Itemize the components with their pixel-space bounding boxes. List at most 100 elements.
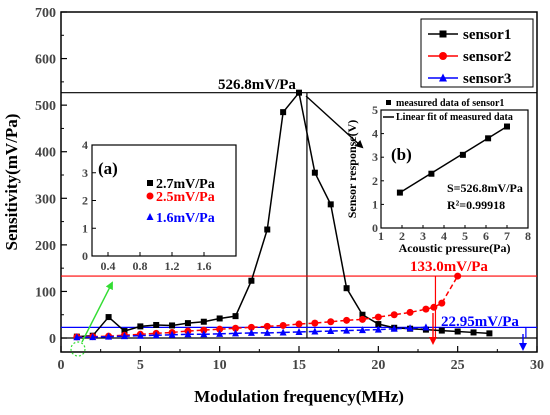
data-point-sensor2 bbox=[454, 272, 462, 280]
inset-b-y-label: Sensor response(V) bbox=[345, 120, 359, 219]
data-point-sensor3 bbox=[136, 331, 144, 339]
data-point-sensor1 bbox=[264, 226, 271, 233]
data-point-sensor1 bbox=[105, 314, 112, 321]
data-point-sensor2 bbox=[216, 325, 224, 333]
data-point-sensor2 bbox=[279, 321, 287, 329]
series-line-sensor3 bbox=[76, 326, 426, 339]
y-tick-label: 600 bbox=[35, 53, 56, 68]
inset-b-legend-fit: Linear fit of measured data bbox=[396, 112, 513, 123]
data-point-sensor2 bbox=[295, 320, 303, 328]
data-point-sensor2 bbox=[390, 311, 398, 319]
inset-b-legend-marker bbox=[386, 100, 391, 105]
y-tick-label: 700 bbox=[35, 6, 56, 21]
data-point-sensor3 bbox=[184, 330, 192, 338]
data-point-sensor1 bbox=[153, 321, 160, 328]
inset-a-frame bbox=[91, 144, 237, 257]
inset-a-y-tick-label: 3 bbox=[82, 166, 88, 180]
data-point-sensor1 bbox=[438, 327, 445, 334]
data-point-sensor2 bbox=[232, 324, 240, 332]
data-point-sensor3 bbox=[422, 323, 430, 331]
inset-b-x-tick-label: 3 bbox=[420, 229, 426, 243]
data-point-sensor3 bbox=[168, 330, 176, 338]
inset-a-x-tick-label: 1.2 bbox=[165, 259, 180, 273]
inset-b-data-point bbox=[485, 135, 492, 142]
data-point-sensor1 bbox=[200, 318, 207, 325]
inset-a-x-tick-label: 0.4 bbox=[101, 259, 116, 273]
data-point-sensor2 bbox=[200, 326, 208, 334]
y-tick-label: 400 bbox=[35, 146, 56, 161]
inset-a-y-tick-label: 2 bbox=[82, 194, 88, 208]
inset-b-r2: R²=0.99918 bbox=[447, 198, 505, 212]
x-tick-label: 5 bbox=[137, 358, 144, 373]
data-point-sensor1 bbox=[169, 322, 176, 329]
y-tick-label: 200 bbox=[35, 239, 56, 254]
data-point-sensor3 bbox=[390, 324, 398, 332]
data-point-sensor1 bbox=[232, 313, 239, 320]
x-tick-label: 0 bbox=[58, 358, 65, 373]
sensor2-annotation: 133.0mV/Pa bbox=[410, 259, 488, 275]
inset-b-x-tick-label: 2 bbox=[399, 229, 405, 243]
inset-b-sensitivity: S=526.8mV/Pa bbox=[447, 181, 523, 195]
data-point-sensor3 bbox=[152, 331, 160, 339]
inset-a-y-tick-label: 4 bbox=[82, 138, 88, 152]
data-point-sensor2 bbox=[406, 308, 414, 316]
inset-b-data-point bbox=[428, 170, 435, 177]
data-point-sensor3 bbox=[343, 326, 351, 334]
inset-a-marker bbox=[146, 213, 154, 220]
data-point-sensor3 bbox=[89, 333, 97, 341]
inset-b-x-tick-label: 1 bbox=[378, 229, 384, 243]
inset-b-x-tick-label: 6 bbox=[483, 229, 489, 243]
inset-b-y-tick-label: 1 bbox=[372, 197, 378, 211]
peak-annotation: 526.8mV/Pa bbox=[218, 77, 296, 93]
x-tick-label: 20 bbox=[371, 358, 385, 373]
inset-a-x-tick-label: 1.6 bbox=[197, 259, 212, 273]
data-point-sensor2 bbox=[358, 315, 366, 323]
inset-b-y-tick-label: 0 bbox=[372, 221, 378, 235]
data-point-sensor1 bbox=[454, 328, 461, 335]
data-point-sensor1 bbox=[327, 201, 334, 208]
inset-a-y-tick-label: 1 bbox=[82, 221, 88, 235]
data-point-sensor1 bbox=[375, 321, 382, 328]
data-point-sensor3 bbox=[120, 332, 128, 340]
legend-marker-sensor3 bbox=[439, 73, 447, 82]
data-point-sensor3 bbox=[406, 324, 414, 332]
inset-a-marker bbox=[146, 192, 154, 200]
data-point-sensor3 bbox=[216, 329, 224, 337]
inset-b-label: (b) bbox=[391, 145, 412, 164]
data-point-sensor1 bbox=[121, 328, 128, 335]
data-point-sensor2 bbox=[422, 305, 430, 313]
x-tick-label: 30 bbox=[530, 358, 544, 373]
data-point-sensor3 bbox=[263, 328, 271, 336]
y-tick-label: 0 bbox=[49, 332, 56, 347]
data-point-sensor3 bbox=[232, 329, 240, 337]
inset-b-data-point bbox=[396, 189, 403, 196]
data-point-sensor2 bbox=[374, 313, 382, 321]
data-point-sensor3 bbox=[327, 327, 335, 335]
data-point-sensor1 bbox=[248, 277, 255, 284]
data-point-sensor3 bbox=[105, 332, 113, 340]
legend-label-sensor3: sensor3 bbox=[463, 71, 511, 87]
data-point-sensor1 bbox=[137, 323, 144, 330]
data-point-sensor3 bbox=[247, 328, 255, 336]
data-point-sensor3 bbox=[279, 328, 287, 336]
data-point-sensor3 bbox=[295, 327, 303, 335]
y-tick-label: 500 bbox=[35, 99, 56, 114]
inset-a-label: (a) bbox=[98, 159, 118, 178]
y-axis-label: Sensitivity(mV/Pa) bbox=[2, 114, 21, 251]
legend-box bbox=[420, 18, 534, 88]
inset-a-marker bbox=[147, 180, 153, 186]
zoom-arrow bbox=[81, 281, 113, 343]
inset-b-y-tick-label: 4 bbox=[372, 127, 378, 141]
x-tick-label: 25 bbox=[451, 358, 465, 373]
inset-b-x-tick-label: 7 bbox=[504, 229, 510, 243]
data-point-sensor1 bbox=[470, 329, 477, 336]
inset-b-data-point bbox=[459, 151, 466, 158]
data-point-sensor2 bbox=[263, 322, 271, 330]
legend-label-sensor2: sensor2 bbox=[463, 49, 511, 65]
data-point-sensor1 bbox=[296, 89, 302, 96]
inset-b-x-label: Acoustic pressure(Pa) bbox=[399, 241, 511, 255]
data-point-sensor3 bbox=[200, 330, 208, 338]
inset-b-x-tick-label: 5 bbox=[462, 229, 468, 243]
